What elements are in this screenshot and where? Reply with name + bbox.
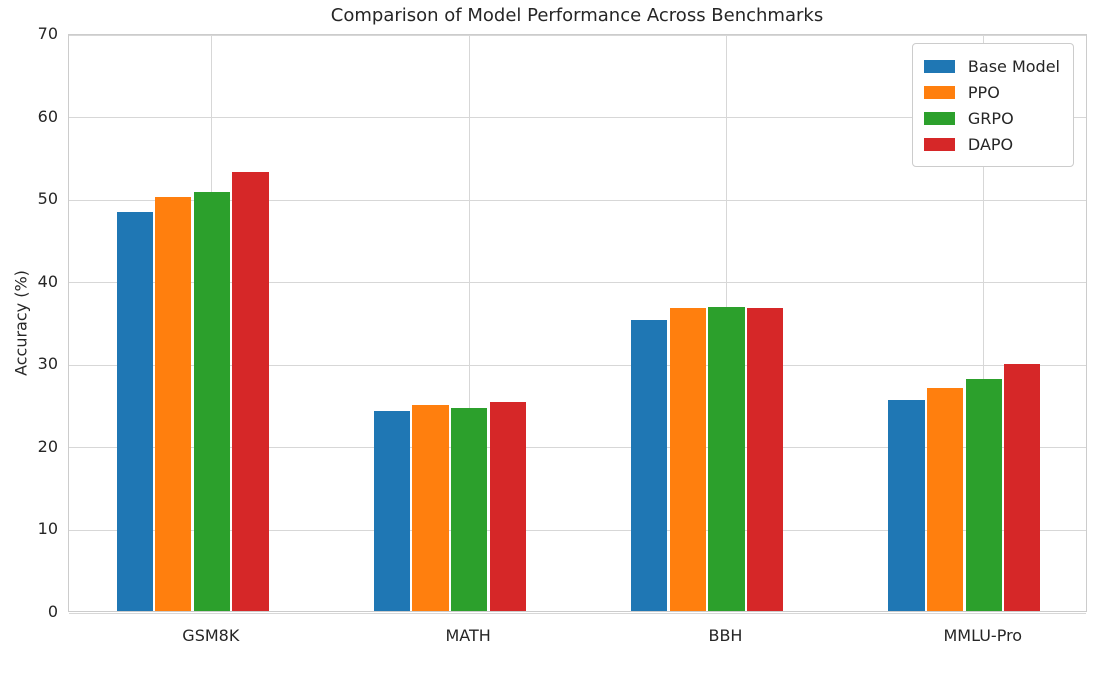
bar-gsm8k-ppo: [155, 196, 192, 611]
y-tick-label-70: 70: [37, 24, 58, 43]
legend-item-base-model: Base Model: [923, 53, 1060, 79]
y-tick-label-30: 30: [37, 354, 58, 374]
bar-bbh-grpo: [708, 307, 745, 611]
bar-bbh-dapo: [746, 307, 784, 611]
bar-math-grpo: [451, 407, 488, 611]
bar-math-base-model: [373, 411, 411, 611]
gridline-h-70: [69, 34, 1086, 36]
legend-label-base-model: Base Model: [967, 56, 1060, 76]
y-tick-label-10: 10: [37, 519, 58, 539]
gridline-h-60: [69, 117, 1086, 119]
gridline-h-30: [69, 364, 1086, 366]
bar-bbh-base-model: [631, 320, 668, 611]
gridline-v-math: [468, 35, 470, 611]
bar-mmlu-pro-ppo: [927, 388, 964, 611]
legend-label-grpo: GRPO: [967, 108, 1014, 128]
legend-swatch-grpo: [923, 111, 955, 125]
gridline-v-mmlu-pro: [983, 35, 985, 611]
gridline-h-10: [69, 529, 1086, 531]
y-tick-label-20: 20: [37, 436, 58, 456]
y-tick-label-50: 50: [37, 189, 58, 209]
legend-swatch-base-model: [923, 59, 955, 73]
bar-gsm8k-dapo: [232, 171, 269, 611]
x-category-label-mmlu-pro: MMLU-Pro: [943, 626, 1023, 645]
y-tick-label-0: 0: [47, 602, 58, 621]
gridline-h-20: [69, 447, 1086, 449]
legend-item-ppo: PPO: [923, 79, 1060, 105]
bar-mmlu-pro-dapo: [1004, 364, 1041, 611]
legend-item-grpo: GRPO: [923, 105, 1060, 131]
legend-swatch-dapo: [923, 137, 955, 151]
x-category-label-bbh: BBH: [708, 626, 743, 645]
gridline-h-40: [69, 282, 1086, 284]
legend-label-dapo: DAPO: [967, 134, 1014, 154]
y-tick-label-40: 40: [37, 271, 58, 291]
legend: Base Model PPO GRPO DAPO: [911, 43, 1074, 167]
legend-item-dapo: DAPO: [923, 131, 1060, 157]
bar-gsm8k-grpo: [193, 192, 230, 611]
x-category-label-math: MATH: [445, 626, 491, 645]
bar-bbh-ppo: [669, 307, 706, 611]
gridline-h-50: [69, 199, 1086, 201]
legend-label-ppo: PPO: [967, 82, 1000, 102]
bar-math-dapo: [489, 402, 526, 611]
chart-title: Comparison of Model Performance Across B…: [330, 5, 824, 26]
gridline-h-0: [69, 612, 1086, 614]
legend-swatch-ppo: [923, 85, 955, 99]
bar-math-ppo: [412, 404, 449, 611]
y-tick-label-60: 60: [37, 106, 58, 126]
bar-mmlu-pro-grpo: [965, 378, 1002, 611]
x-category-label-gsm8k: GSM8K: [182, 626, 240, 645]
bar-gsm8k-base-model: [116, 212, 153, 611]
bar-mmlu-pro-base-model: [888, 399, 925, 611]
